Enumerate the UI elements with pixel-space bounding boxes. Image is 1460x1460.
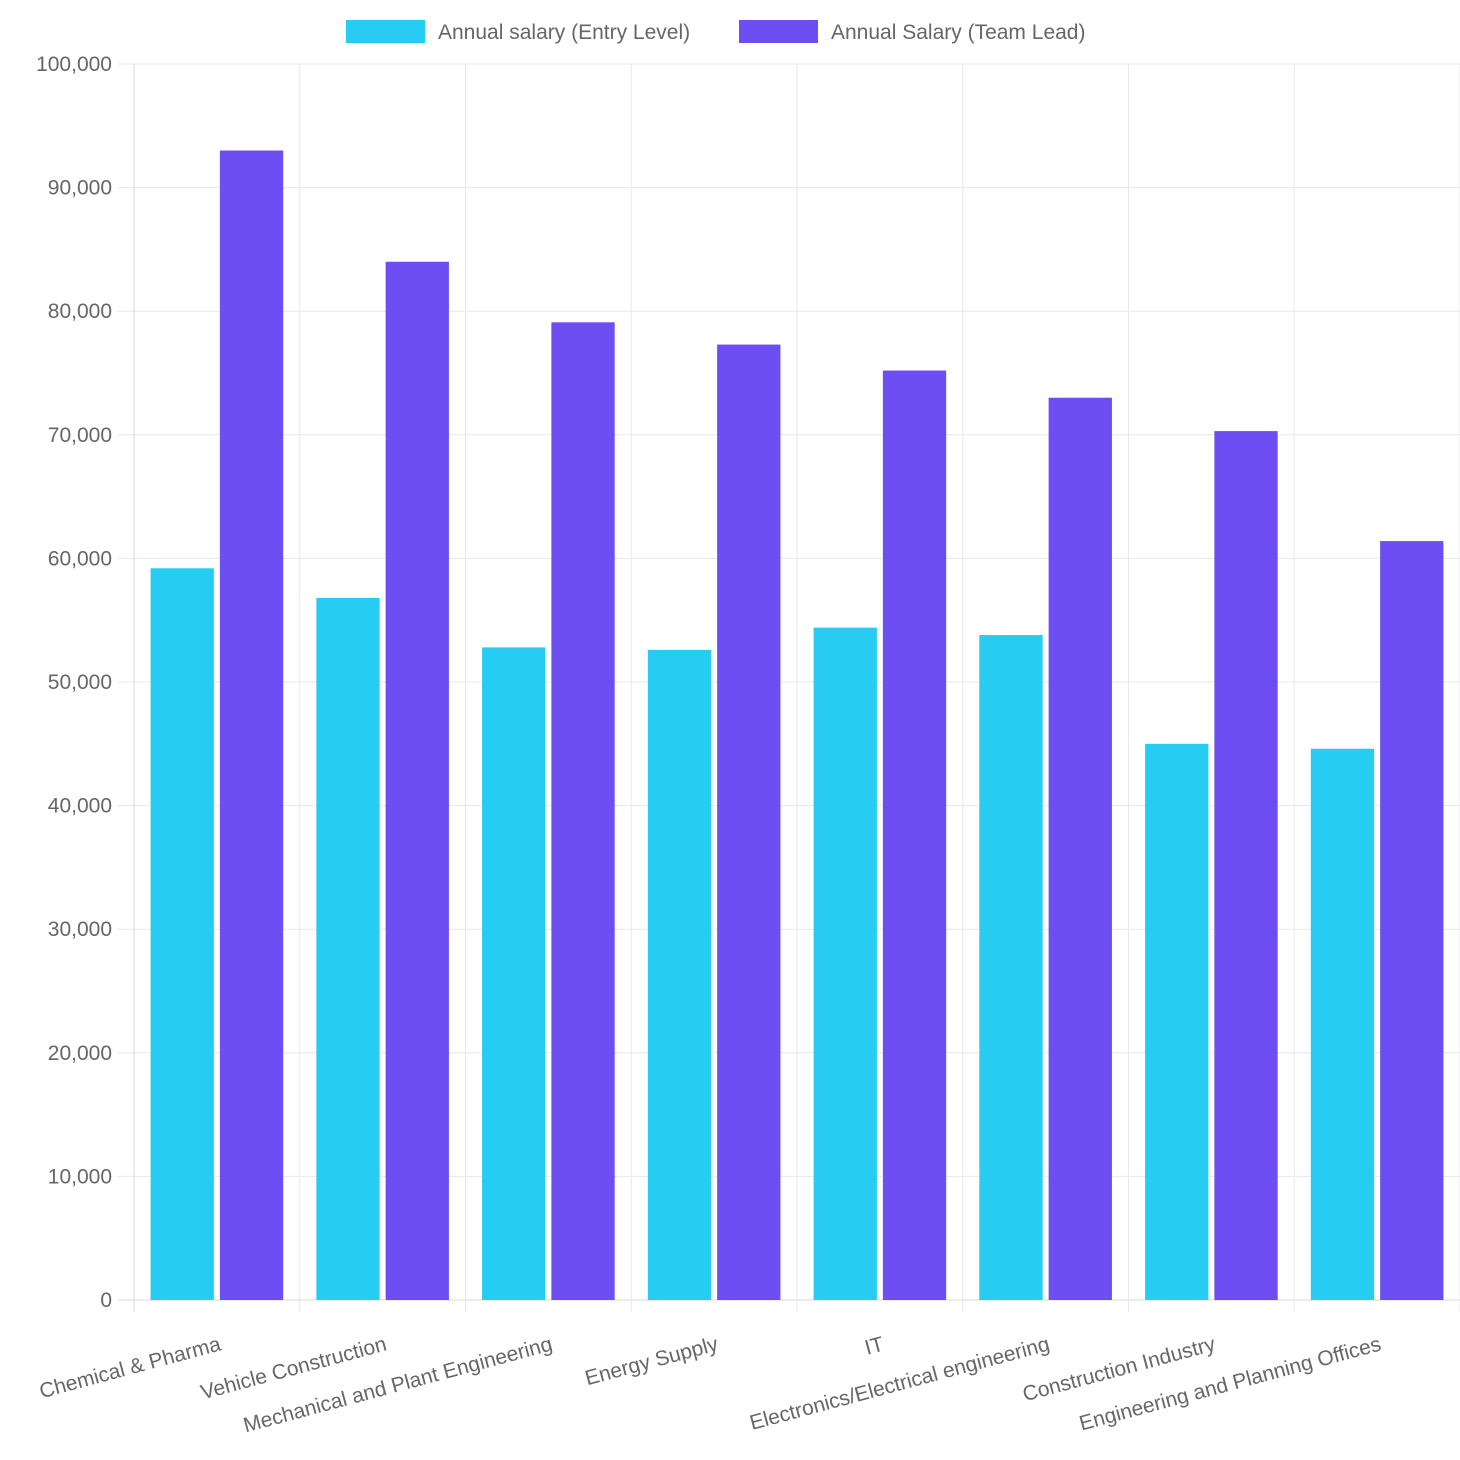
- y-tick-label: 100,000: [36, 53, 112, 76]
- y-tick-label: 80,000: [48, 300, 112, 323]
- y-tick-label: 10,000: [48, 1165, 112, 1188]
- y-tick-label: 90,000: [48, 177, 112, 200]
- x-tick-label: Mechanical and Plant Engineering: [241, 1333, 555, 1438]
- bar-entry-level: [1145, 743, 1209, 1300]
- x-tick-label: IT: [862, 1333, 886, 1360]
- bar-entry-level: [1310, 748, 1375, 1300]
- y-tick-label: 0: [100, 1289, 112, 1312]
- y-tick-label: 50,000: [48, 671, 112, 694]
- bar-team-lead: [551, 322, 615, 1301]
- y-tick-label: 70,000: [48, 424, 112, 447]
- y-axis: 0 10,000 20,000 30,000 40,000 50,000 60,000 70,…: [36, 53, 112, 1312]
- bar-team-lead: [219, 150, 284, 1300]
- x-tick-label: Energy Supply: [583, 1332, 721, 1390]
- bar-entry-level: [813, 627, 877, 1300]
- y-tick-label: 20,000: [48, 1042, 112, 1065]
- bar-entry-level: [482, 647, 546, 1300]
- bar-entry-level: [979, 635, 1043, 1300]
- bar-team-lead: [882, 370, 947, 1300]
- bar-series-group: [150, 150, 1444, 1301]
- bar-entry-level: [316, 597, 380, 1300]
- y-tick-label: 30,000: [48, 918, 112, 941]
- y-tick-label: 40,000: [48, 795, 112, 818]
- bar-entry-level: [150, 568, 214, 1300]
- chart-legend: Annual salary (Entry Level) Annual Salary…: [346, 20, 1085, 44]
- x-tick-label: Chemical & Pharma: [37, 1333, 224, 1404]
- bar-team-lead: [1380, 541, 1444, 1300]
- y-tick-label: 60,000: [48, 547, 112, 570]
- bar-team-lead: [717, 344, 781, 1300]
- x-tick-label: Engineering and Planning Offices: [1077, 1333, 1384, 1436]
- legend-swatch: [346, 20, 425, 43]
- x-tick-label: Electronics/Electrical engineering: [747, 1333, 1052, 1435]
- bar-team-lead: [1214, 431, 1278, 1300]
- bar-team-lead: [1048, 397, 1112, 1301]
- legend-label: Annual Salary (Team Lead): [831, 21, 1085, 44]
- bar-team-lead: [385, 261, 449, 1300]
- legend-swatch: [739, 20, 818, 43]
- legend-label: Annual salary (Entry Level): [438, 21, 690, 44]
- bar-entry-level: [647, 649, 712, 1300]
